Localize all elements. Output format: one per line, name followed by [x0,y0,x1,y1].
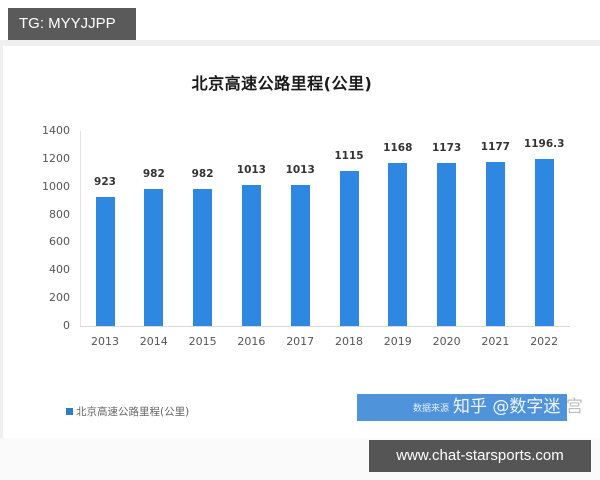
data-source-label: 数据来源 [413,404,450,414]
bar-value-label: 1013 [285,163,315,176]
bar-value-label: 1168 [383,142,413,155]
y-tick-label: 400 [49,263,70,277]
x-axis-line [80,326,570,327]
x-tick-label: 2021 [481,335,510,348]
bar-value-label: 1177 [480,141,510,154]
bar-value-label: 1013 [236,163,266,176]
x-tick-label: 2018 [335,335,363,348]
bar-value-label: 923 [94,176,116,189]
y-axis-line [80,131,81,327]
x-tick-label: 2019 [383,335,412,348]
x-tick-label: 2013 [91,335,119,348]
bar-2017 [290,184,310,326]
legend-label: 北京高速公路里程(公里) [76,406,190,418]
tg-watermark-badge: TG: MYYJJPP [8,8,136,40]
y-tick-label: 600 [49,235,70,249]
bar-value-label: 982 [191,168,214,181]
y-tick-label: 800 [49,207,70,221]
bar-2018 [339,170,359,326]
x-tick-label: 2016 [237,335,266,348]
bar-2021 [485,162,505,326]
x-tick-label: 2022 [530,335,559,348]
y-tick-label: 1200 [42,151,70,165]
x-tick-label: 2020 [432,335,461,348]
site-url-badge: www.chat-starsports.com [369,440,591,472]
bar-2015 [193,189,213,326]
bar-2022 [534,159,554,326]
y-tick-label: 1400 [42,124,70,137]
bar-2020 [437,162,457,326]
bar-2013 [95,197,115,326]
x-tick-label: 2015 [188,335,217,348]
data-source-box: 数据来源 [357,394,567,421]
legend: 北京高速公路里程(公里) [66,404,189,419]
top-divider-strip [0,40,600,46]
bar-2014 [144,189,164,326]
zhihu-watermark: 知乎 @数字迷 [453,397,561,417]
chart-title: 北京高速公路里程(公里) [0,70,600,94]
bar-value-label: 982 [142,168,165,181]
y-tick-label: 1000 [42,179,70,193]
chart-title-text: 北京高速公路里程(公里) [191,74,373,93]
x-tick-label: 2014 [139,335,168,348]
zhihu-watermark-tail: 宫 [566,397,583,417]
legend-swatch-icon [66,408,73,415]
y-tick-label: 0 [63,319,70,332]
bar-2019 [388,163,408,326]
x-tick-label: 2017 [286,335,315,348]
bar-2016 [241,184,261,326]
bar-value-label: 1196.3 [523,138,565,151]
y-tick-label: 200 [49,291,70,305]
bar-value-label: 1173 [431,141,462,154]
bar-value-label: 1115 [334,149,364,162]
